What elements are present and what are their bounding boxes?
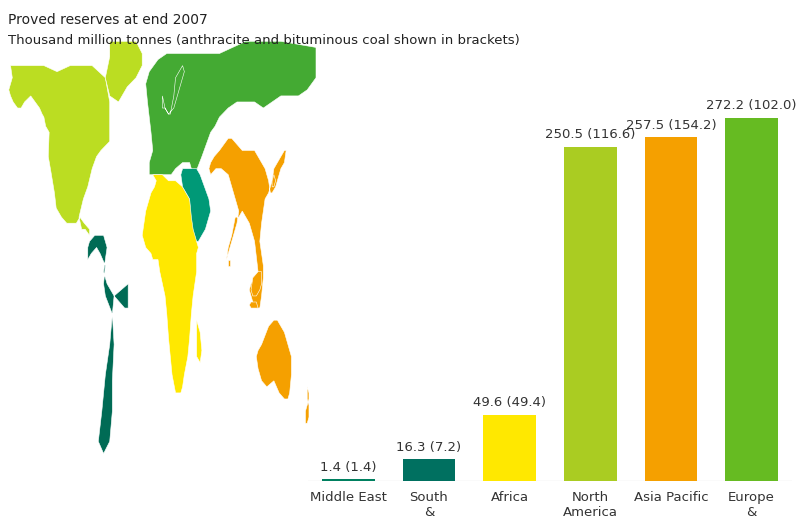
Text: 1.4 (1.4): 1.4 (1.4) xyxy=(320,461,377,474)
Text: 16.3 (7.2): 16.3 (7.2) xyxy=(397,440,462,454)
Polygon shape xyxy=(146,41,316,181)
Polygon shape xyxy=(209,139,286,314)
Bar xyxy=(402,459,455,481)
Polygon shape xyxy=(197,320,202,362)
Text: Thousand million tonnes (anthracite and bituminous coal shown in brackets): Thousand million tonnes (anthracite and … xyxy=(8,34,520,47)
Text: 250.5 (116.6): 250.5 (116.6) xyxy=(545,128,635,141)
Bar xyxy=(564,147,617,481)
Polygon shape xyxy=(181,169,210,241)
Text: 257.5 (154.2): 257.5 (154.2) xyxy=(626,119,716,132)
Bar xyxy=(645,137,698,481)
Polygon shape xyxy=(250,302,258,308)
Polygon shape xyxy=(306,387,309,423)
Polygon shape xyxy=(106,41,142,102)
Polygon shape xyxy=(251,272,262,296)
Polygon shape xyxy=(256,320,291,399)
Polygon shape xyxy=(88,235,128,453)
Polygon shape xyxy=(9,66,110,235)
Polygon shape xyxy=(272,175,276,187)
Polygon shape xyxy=(228,260,230,266)
Bar xyxy=(483,415,536,481)
Polygon shape xyxy=(142,175,198,393)
Bar xyxy=(322,479,374,481)
Text: 272.2 (102.0): 272.2 (102.0) xyxy=(706,99,797,112)
Bar xyxy=(726,118,778,481)
Polygon shape xyxy=(162,66,184,114)
Text: Proved reserves at end 2007: Proved reserves at end 2007 xyxy=(8,13,208,27)
Text: 49.6 (49.4): 49.6 (49.4) xyxy=(473,397,546,409)
